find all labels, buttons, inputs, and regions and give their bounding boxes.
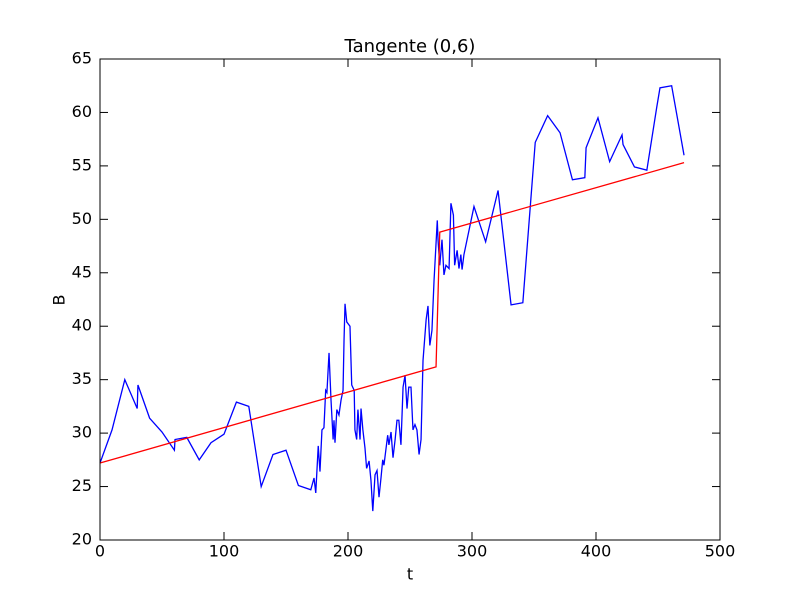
x-tick-label: 400 <box>581 542 612 561</box>
y-tick-label: 20 <box>72 530 92 549</box>
x-tick-label: 100 <box>209 542 240 561</box>
x-tick-label: 200 <box>333 542 364 561</box>
data-line <box>99 162 685 464</box>
y-tick-label: 50 <box>72 209 92 228</box>
x-tick-label: 500 <box>705 542 736 561</box>
x-tick-label: 0 <box>95 542 105 561</box>
y-tick-label: 45 <box>72 262 92 281</box>
chart-title: Tangente (0,6) <box>344 36 476 57</box>
y-tick-label: 25 <box>72 476 92 495</box>
plot-frame <box>99 58 721 541</box>
y-tick-label: 40 <box>72 316 92 335</box>
y-tick-label: 35 <box>72 369 92 388</box>
y-tick-label: 55 <box>72 155 92 174</box>
y-axis-label: B <box>50 295 69 306</box>
x-tick-label: 300 <box>457 542 488 561</box>
y-tick-label: 65 <box>72 49 92 68</box>
x-axis-label: t <box>407 565 413 584</box>
y-tick-label: 60 <box>72 102 92 121</box>
y-tick-label: 30 <box>72 423 92 442</box>
data-line <box>99 84 685 512</box>
